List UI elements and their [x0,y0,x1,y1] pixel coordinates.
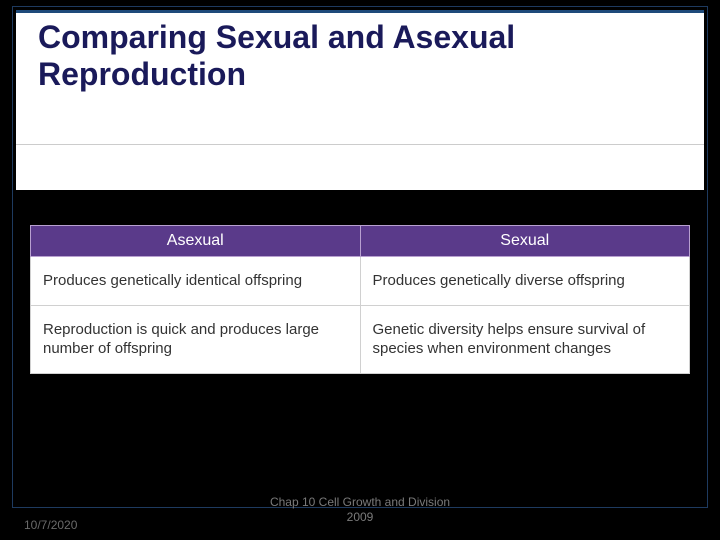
cell-sexual-1: Produces genetically diverse offspring [360,257,690,306]
table-row: Produces genetically identical offspring… [31,257,690,306]
footer-chapter: Chap 10 Cell Growth and Division 2009 [0,495,720,524]
page-title: Comparing Sexual and Asexual Reproductio… [38,19,682,93]
table-header-row: Asexual Sexual [31,226,690,257]
footer-line2: 2009 [347,510,374,524]
cell-sexual-2: Genetic diversity helps ensure survival … [360,305,690,373]
footer-date: 10/7/2020 [24,518,77,532]
footer-line1: Chap 10 Cell Growth and Division [270,495,450,509]
title-area: Comparing Sexual and Asexual Reproductio… [16,13,704,99]
title-underline [16,144,704,145]
column-header-sexual: Sexual [360,226,690,257]
comparison-table: Asexual Sexual Produces genetically iden… [30,225,690,374]
cell-asexual-2: Reproduction is quick and produces large… [31,305,361,373]
table-row: Reproduction is quick and produces large… [31,305,690,373]
cell-asexual-1: Produces genetically identical offspring [31,257,361,306]
title-panel: Comparing Sexual and Asexual Reproductio… [16,10,704,190]
comparison-table-container: Asexual Sexual Produces genetically iden… [30,225,690,374]
column-header-asexual: Asexual [31,226,361,257]
